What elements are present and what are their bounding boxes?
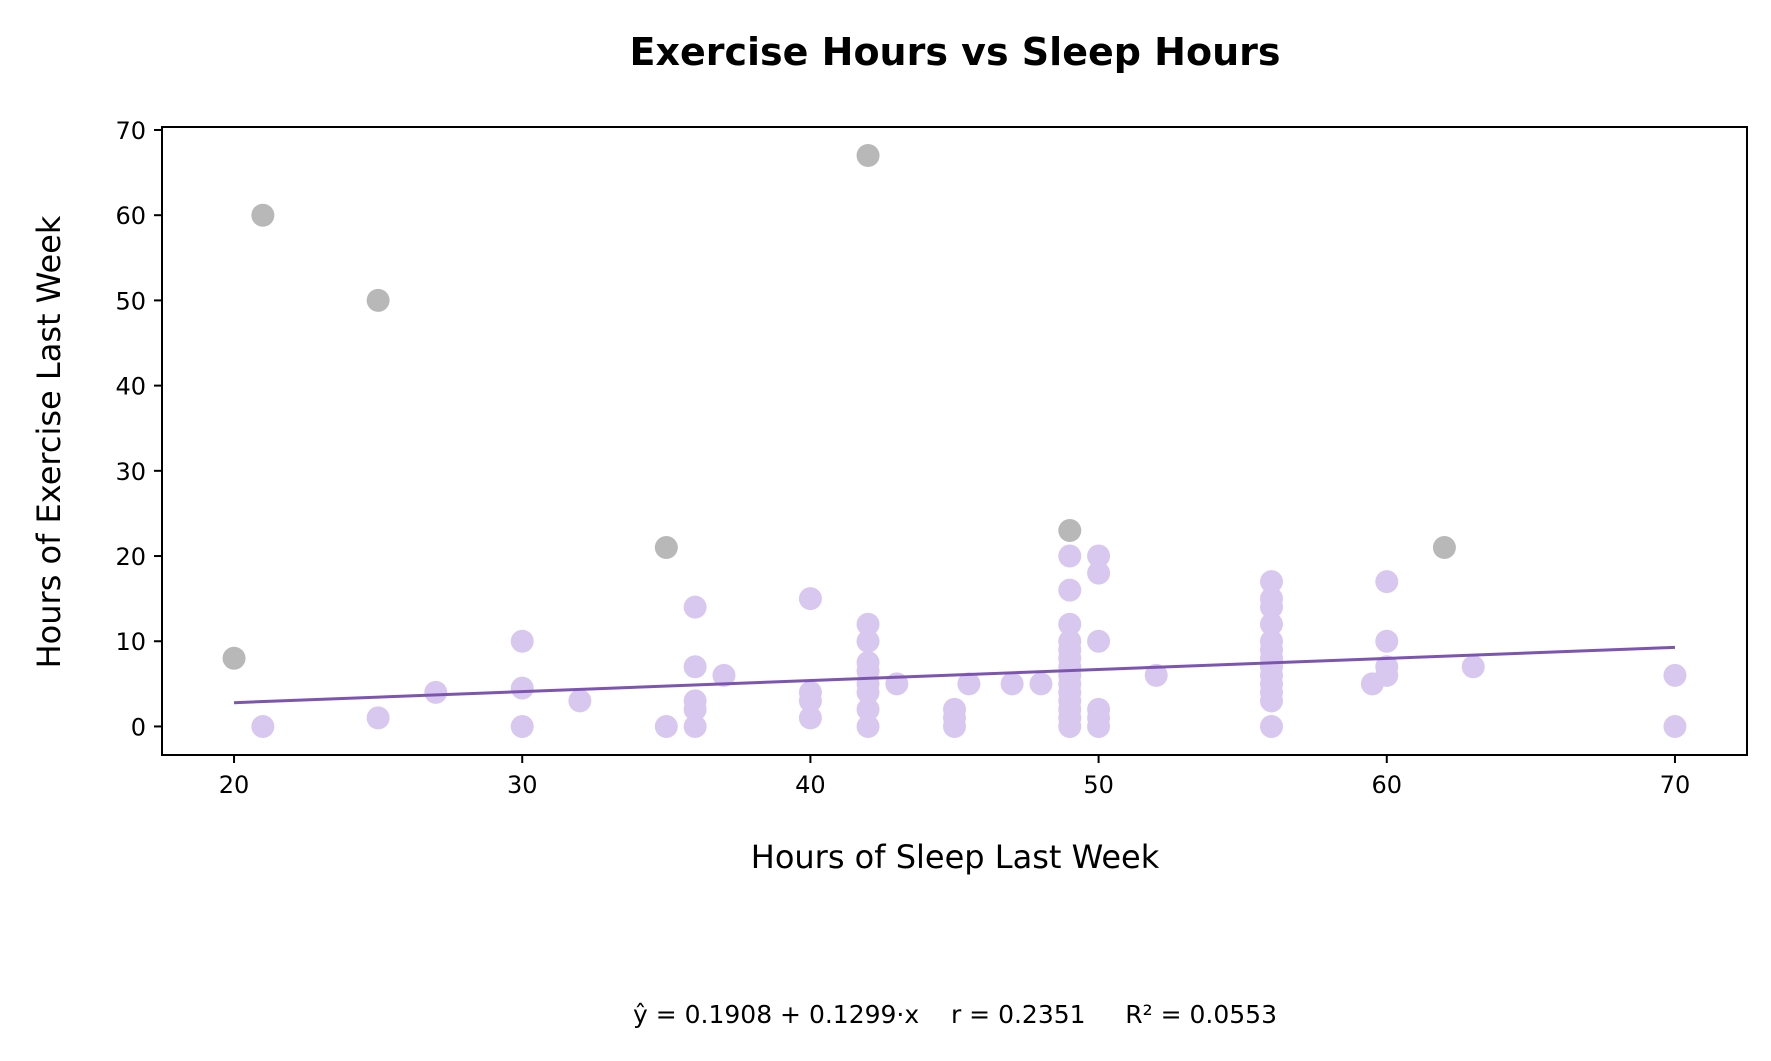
data-point: [251, 714, 275, 738]
data-point: [1058, 544, 1082, 568]
y-tick-label: 70: [115, 117, 146, 145]
y-tick-label: 50: [115, 287, 146, 315]
data-point: [1058, 578, 1082, 602]
x-tick-label: 60: [1371, 771, 1402, 799]
y-tick-label: 20: [115, 543, 146, 571]
data-point: [1058, 612, 1082, 636]
data-point: [712, 663, 736, 687]
data-point: [1260, 595, 1283, 619]
outlier-point: [1432, 536, 1456, 560]
x-tick-label: 50: [1083, 771, 1114, 799]
data-point: [856, 697, 880, 721]
data-point: [1087, 561, 1111, 585]
regression-line: [233, 645, 1676, 705]
data-point: [510, 714, 534, 738]
data-point: [654, 714, 678, 738]
data-point: [1029, 672, 1053, 696]
x-axis-label: Hours of Sleep Last Week: [751, 838, 1160, 876]
regression-equation: ŷ = 0.1908 + 0.1299·x r = 0.2351 R² = 0.…: [633, 1000, 1277, 1029]
data-point: [1260, 612, 1283, 636]
data-point: [683, 595, 707, 619]
data-point: [1260, 570, 1283, 594]
data-point: [856, 680, 880, 704]
data-point: [856, 612, 880, 636]
y-tick-label: 0: [131, 713, 146, 741]
y-tick-label: 60: [115, 202, 146, 230]
data-point: [1087, 544, 1111, 568]
y-tick-label: 40: [115, 373, 146, 401]
data-point: [1000, 672, 1024, 696]
data-point: [1087, 714, 1111, 738]
outlier-point: [222, 646, 246, 670]
x-tick-label: 30: [507, 771, 538, 799]
outlier-point: [856, 144, 880, 168]
data-point: [1375, 629, 1399, 653]
data-point: [798, 587, 822, 611]
outlier-point: [654, 536, 678, 560]
data-point: [798, 689, 822, 713]
x-tick-label: 70: [1660, 771, 1691, 799]
data-point: [510, 676, 534, 700]
outlier-point: [251, 203, 275, 227]
x-axis-ticks: 20 30 40 50 60 70: [219, 755, 1690, 799]
data-point: [1144, 663, 1168, 687]
data-point: [943, 714, 966, 738]
data-point: [683, 655, 707, 679]
plot-frame: [161, 126, 1748, 756]
data-point: [1663, 714, 1687, 738]
data-point: [798, 706, 822, 730]
chart-title: Exercise Hours vs Sleep Hours: [629, 30, 1280, 74]
data-point: [1260, 689, 1283, 713]
data-point: [1375, 570, 1399, 594]
data-point: [856, 629, 880, 653]
data-point: [1663, 663, 1687, 687]
y-axis-ticks: 0 10 20 30 40 50 60 70: [115, 117, 162, 741]
data-point: [568, 689, 592, 713]
data-point: [1058, 714, 1082, 738]
data-point: [510, 629, 534, 653]
data-point: [1260, 714, 1283, 738]
data-points: [222, 144, 1687, 738]
y-axis-label: Hours of Exercise Last Week: [30, 215, 68, 668]
outlier-point: [366, 288, 390, 312]
data-point: [1461, 655, 1485, 679]
data-point: [366, 706, 390, 730]
data-point: [957, 672, 981, 696]
data-point: [856, 714, 880, 738]
data-point: [683, 714, 707, 738]
plot-area: [161, 126, 1748, 756]
data-point: [683, 697, 707, 721]
x-tick-label: 20: [219, 771, 250, 799]
outlier-point: [1058, 518, 1082, 542]
x-tick-label: 40: [795, 771, 826, 799]
data-point: [1375, 663, 1399, 687]
data-point: [1087, 629, 1111, 653]
y-tick-label: 10: [115, 628, 146, 656]
data-point: [424, 680, 448, 704]
y-tick-label: 30: [115, 458, 146, 486]
